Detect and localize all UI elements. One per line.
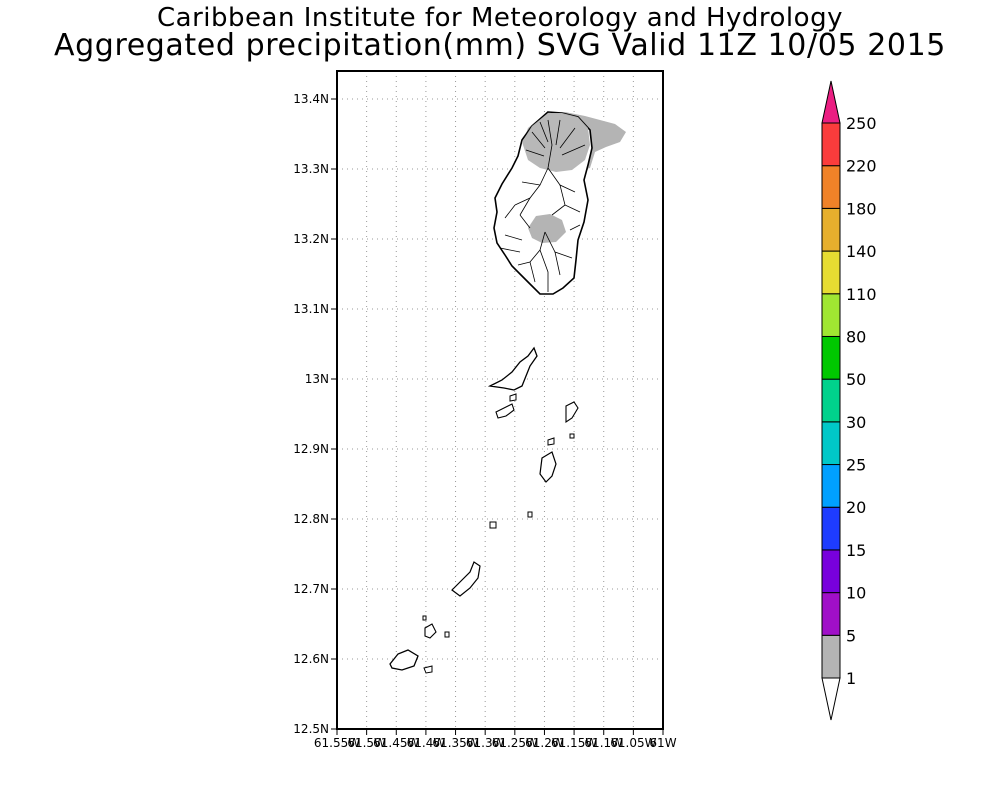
mustique-outline	[539, 451, 557, 483]
legend-color-bin	[821, 335, 841, 380]
union-island-outline	[389, 649, 419, 671]
legend-label: 110	[846, 285, 877, 304]
lat-tick-label: 12.8N	[293, 512, 329, 526]
lat-tick-label: 13N	[305, 372, 329, 386]
legend-label: 10	[846, 584, 866, 603]
legend-color-bin	[821, 634, 841, 679]
legend-color-bin	[821, 378, 841, 423]
lat-tick-label: 13.1N	[293, 302, 329, 316]
lon-tick-label: 61.45W	[373, 736, 419, 750]
chart-title: Caribbean Institute for Meteorology and …	[157, 3, 843, 33]
islet	[444, 631, 450, 638]
legend-color-bin	[821, 293, 841, 337]
lat-tick-label: 12.9N	[293, 442, 329, 456]
map-frame	[336, 70, 664, 730]
lat-tick-label: 13.2N	[293, 232, 329, 246]
legend-label: 20	[846, 498, 866, 517]
latitude-labels: 13.4N 13.3N 13.2N 13.1N 13N 12.9N 12.8N 12.7N 12…	[293, 92, 337, 736]
legend-label: 50	[846, 370, 866, 389]
legend-label: 5	[846, 626, 856, 645]
lat-tick-label: 13.4N	[293, 92, 329, 106]
legend-color-bin	[821, 506, 841, 551]
legend-label: 140	[846, 242, 877, 261]
canouan-outline	[451, 561, 481, 597]
lon-tick-label: 61.15W	[551, 736, 597, 750]
legend-color-bin	[821, 165, 841, 209]
lon-tick-label: 61.05W	[610, 736, 656, 750]
legend-label: 180	[846, 199, 877, 218]
lon-tick-label: 61.1W	[584, 736, 623, 750]
legend-color-bin	[821, 592, 841, 636]
island-outlines	[389, 111, 626, 674]
lat-tick-label: 13.3N	[293, 162, 329, 176]
lon-tick-label: 61.35W	[432, 736, 478, 750]
islet	[495, 403, 515, 419]
legend-label: 1	[846, 669, 856, 688]
lon-tick-label: 61.3W	[466, 736, 505, 750]
watershed-lines	[499, 119, 586, 292]
legend-color-bin	[821, 421, 841, 466]
legend-label: 220	[846, 157, 877, 176]
bequia-outline	[487, 346, 538, 391]
legend-label: 80	[846, 327, 866, 346]
legend-label: 250	[846, 114, 877, 133]
islet	[569, 433, 575, 439]
islet	[489, 521, 497, 529]
islet	[547, 437, 555, 446]
precip-shade-central	[528, 214, 566, 243]
lat-tick-label: 12.7N	[293, 582, 329, 596]
legend-label: 25	[846, 456, 866, 475]
legend-color-bin	[821, 250, 841, 295]
lon-tick-label: 61.2W	[525, 736, 564, 750]
lon-tick-label: 61.25W	[492, 736, 538, 750]
legend-color-bin	[821, 549, 841, 594]
longitude-labels: 61.55W61.5W61.45W61.4W61.35W61.3W61.25W6…	[314, 729, 677, 750]
grid-lines	[337, 71, 663, 729]
legend-arrow-high	[821, 80, 841, 124]
islet	[422, 615, 427, 621]
lon-tick-label: 61.4W	[407, 736, 446, 750]
islet	[423, 665, 433, 674]
islet	[424, 623, 437, 639]
islet	[565, 401, 579, 424]
legend-label: 15	[846, 541, 866, 560]
chart-subtitle: Aggregated precipitation(mm) SVG Valid 1…	[54, 28, 946, 63]
islet	[509, 393, 517, 402]
lon-tick-label: 61.55W	[314, 736, 360, 750]
legend-color-bin	[821, 464, 841, 508]
lat-tick-label: 12.6N	[293, 652, 329, 666]
legend-label: 30	[846, 413, 866, 432]
legend-color-bin	[821, 122, 841, 167]
legend-color-bin	[821, 207, 841, 252]
lat-tick-label: 12.5N	[293, 722, 329, 736]
islet	[527, 511, 533, 518]
lon-tick-label: 61.5W	[347, 736, 386, 750]
lon-tick-label: 61W	[649, 736, 676, 750]
legend-arrow-low	[821, 677, 841, 721]
